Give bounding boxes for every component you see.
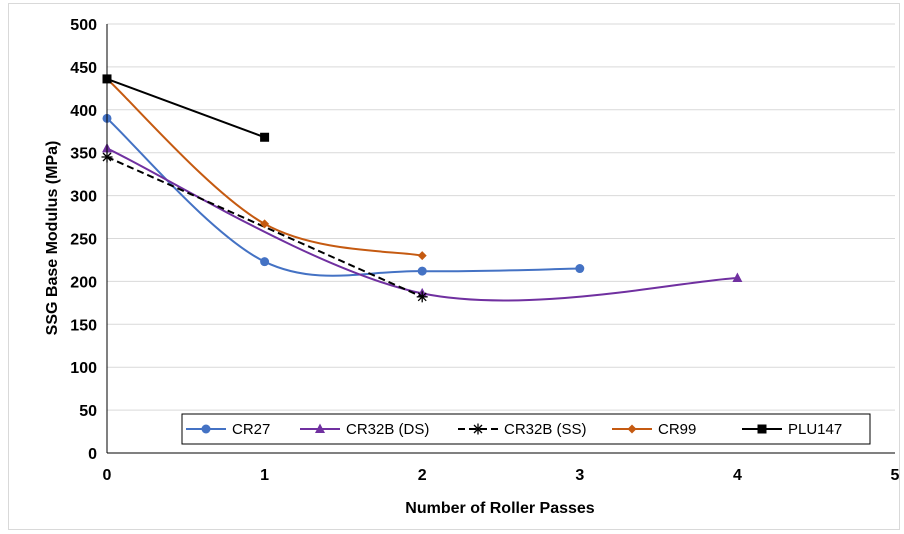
series-layer bbox=[101, 74, 743, 303]
legend-item-cr27: CR27 bbox=[186, 421, 270, 438]
legend-item-cr32b-ds: CR32B (DS) bbox=[300, 421, 429, 438]
legend-item-cr99: CR99 bbox=[612, 421, 696, 438]
legend: CR27 CR32B (DS) CR32B (SS) CR99 PLU147 bbox=[181, 413, 871, 445]
y-tick-labels: 0 50 100 150 200 250 300 350 400 450 500 bbox=[70, 17, 97, 463]
y-tick-label-150: 150 bbox=[70, 317, 97, 334]
x-tick-label-5: 5 bbox=[891, 467, 900, 484]
x-tick-label-1: 1 bbox=[260, 467, 269, 484]
x-tick-label-3: 3 bbox=[575, 467, 584, 484]
y-tick-label-400: 400 bbox=[70, 103, 97, 120]
data-point-cr99-2 bbox=[417, 251, 427, 261]
data-point-cr27-3 bbox=[575, 264, 585, 274]
series-line-plu147 bbox=[106, 77, 265, 139]
legend-marker-cr27 bbox=[201, 424, 211, 434]
axes bbox=[106, 24, 895, 454]
series-cr32b-ds bbox=[102, 142, 743, 302]
series-line-cr32b-ss bbox=[106, 156, 423, 298]
y-tick-label-450: 450 bbox=[70, 60, 97, 77]
legend-marker-cr32b-ds bbox=[315, 423, 325, 433]
legend-item-cr32b-ss: CR32B (SS) bbox=[458, 421, 587, 438]
y-tick-label-200: 200 bbox=[70, 274, 97, 291]
x-tick-label-2: 2 bbox=[418, 467, 427, 484]
y-tick-label-50: 50 bbox=[79, 403, 97, 420]
y-tick-label-300: 300 bbox=[70, 189, 97, 206]
y-tick-label-100: 100 bbox=[70, 360, 97, 377]
data-point-cr27-2 bbox=[417, 266, 427, 276]
x-axis-label: Number of Roller Passes bbox=[405, 500, 595, 517]
y-tick-label-350: 350 bbox=[70, 146, 97, 163]
legend-item-plu147: PLU147 bbox=[742, 421, 842, 438]
chart-frame bbox=[8, 3, 900, 530]
y-tick-label-0: 0 bbox=[88, 446, 97, 463]
data-point-cr99-1 bbox=[260, 219, 270, 229]
data-point-plu147-1 bbox=[260, 132, 270, 142]
series-line-cr32b-ds bbox=[106, 147, 738, 302]
series-line-cr27 bbox=[106, 117, 580, 277]
data-point-cr32b-ds-2 bbox=[732, 272, 743, 282]
legend-marker-cr99 bbox=[627, 424, 637, 434]
grid-lines bbox=[107, 23, 895, 411]
data-point-cr27-1 bbox=[260, 257, 270, 267]
legend-marker-cr32b-ss bbox=[472, 423, 484, 435]
legend-marker-plu147 bbox=[757, 424, 767, 434]
y-tick-label-500: 500 bbox=[70, 17, 97, 34]
x-tick-labels: 0 1 2 3 4 5 bbox=[103, 467, 900, 484]
x-tick-label-0: 0 bbox=[103, 467, 112, 484]
y-tick-label-250: 250 bbox=[70, 232, 97, 249]
legend-label-cr27: CR27 bbox=[232, 421, 270, 438]
legend-label-cr99: CR99 bbox=[658, 421, 696, 438]
legend-label-plu147: PLU147 bbox=[788, 421, 842, 438]
y-axis-label: SSG Base Modulus (MPa) bbox=[44, 141, 61, 336]
data-point-cr32b-ss-1 bbox=[416, 291, 428, 303]
series-plu147 bbox=[102, 74, 270, 142]
legend-label-cr32b-ds: CR32B (DS) bbox=[346, 421, 429, 438]
legend-label-cr32b-ss: CR32B (SS) bbox=[504, 421, 587, 438]
series-cr27 bbox=[102, 113, 585, 277]
x-tick-label-4: 4 bbox=[733, 467, 742, 484]
